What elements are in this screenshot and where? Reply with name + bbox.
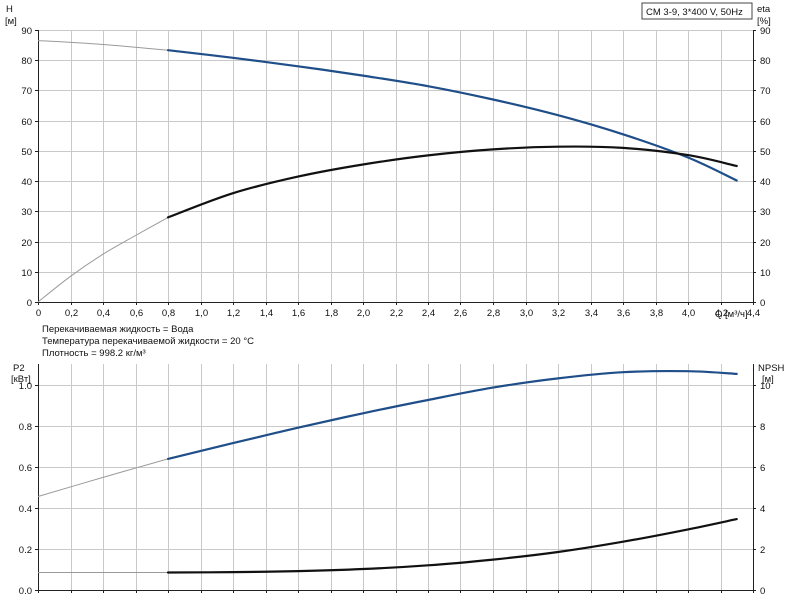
top-y-left-tick-label: 90 — [21, 26, 32, 37]
top-x-tick-label: 0,8 — [162, 308, 175, 319]
top-x-tick-label: 0,2 — [65, 308, 78, 319]
top-series-1-curve — [166, 145, 738, 219]
top-y-right-tick-label: 70 — [760, 86, 771, 97]
top-y-right-tick-label: 30 — [760, 207, 771, 218]
bottom-series-0-curve — [166, 369, 738, 460]
top-x-tick-label: 1,6 — [292, 308, 305, 319]
top-y-right-label: eta — [757, 4, 771, 15]
top-y-left-unit: [м] — [5, 16, 17, 27]
top-x-tick-label: 1,4 — [260, 308, 273, 319]
top-x-tick-label: 2,2 — [390, 308, 403, 319]
top-x-tick-label: 2,0 — [357, 308, 370, 319]
top-y-right-tick-label: 20 — [760, 238, 771, 249]
top-chart-tick-labels: 0 0,2 0,4 0,6 0,8 1,0 1,2 1,4 1,6 1,8 2,0 2,2 2,4 2,6… — [21, 26, 770, 319]
top-y-left-tick-label: 0 — [27, 298, 32, 309]
bottom-y-left-unit: [кВт] — [11, 374, 31, 385]
top-y-right-tick-label: 40 — [760, 177, 771, 188]
bottom-series-0-faded-curve — [37, 458, 169, 497]
top-y-left-tick-label: 70 — [21, 86, 32, 97]
top-x-axis-label: Q [м³/ч] — [715, 309, 748, 320]
top-x-tick-label: 3,4 — [585, 308, 598, 319]
condition-temperature: Температура перекачиваемой жидкости = 20… — [42, 336, 254, 347]
top-series-0-faded-curve — [37, 40, 169, 51]
top-x-tick-label: 0 — [36, 308, 41, 319]
top-y-left-tick-label: 80 — [21, 56, 32, 67]
top-x-tick-label: 2,6 — [454, 308, 467, 319]
top-series-0-curve — [166, 49, 738, 182]
top-x-tick-label: 3,2 — [552, 308, 565, 319]
top-series-1-faded-curve — [37, 216, 169, 303]
bottom-y-right-tick-label: 8 — [760, 422, 765, 433]
bottom-y-left-label: P2 — [13, 363, 25, 374]
top-y-left-tick-label: 50 — [21, 147, 32, 158]
top-y-right-tick-label: 60 — [760, 117, 771, 128]
bottom-y-right-label: NPSH — [758, 363, 785, 374]
bottom-y-right-unit: [м] — [762, 374, 774, 385]
top-chart-curves — [37, 40, 738, 303]
bottom-y-right-tick-label: 10 — [760, 381, 771, 392]
top-y-right-tick-label: 50 — [760, 147, 771, 158]
top-x-tick-label: 2,8 — [487, 308, 500, 319]
bottom-y-right-tick-label: 0 — [760, 586, 765, 597]
top-y-left-tick-label: 20 — [21, 238, 32, 249]
top-x-tick-label: 1,0 — [195, 308, 208, 319]
bottom-series-1-curve — [166, 518, 738, 574]
top-y-right-tick-label: 10 — [760, 268, 771, 279]
top-y-left-tick-label: 60 — [21, 117, 32, 128]
top-y-left-tick-label: 10 — [21, 268, 32, 279]
bottom-chart-grid — [35, 364, 756, 593]
bottom-y-left-tick-label: 0.0 — [19, 586, 32, 597]
top-y-right-tick-label: 0 — [760, 298, 765, 309]
top-chart-grid — [35, 30, 756, 305]
top-x-tick-label: 0,6 — [130, 308, 143, 319]
top-x-tick-label: 3,8 — [650, 308, 663, 319]
bottom-y-right-tick-label: 4 — [760, 504, 765, 515]
top-x-tick-label: 3,6 — [617, 308, 630, 319]
condition-fluid: Перекачиваемая жидкость = Вода — [42, 324, 194, 335]
bottom-y-left-tick-label: 0.2 — [19, 545, 32, 556]
top-x-tick-label: 3,0 — [520, 308, 533, 319]
top-x-tick-label: 4,2 — [715, 308, 728, 319]
bottom-y-left-tick-label: 0.6 — [19, 463, 32, 474]
top-y-left-tick-label: 40 — [21, 177, 32, 188]
top-x-tick-label: 2,4 — [422, 308, 435, 319]
top-x-tick-label: 0,4 — [97, 308, 110, 319]
top-y-left-tick-label: 30 — [21, 207, 32, 218]
model-label-box — [641, 2, 753, 20]
bottom-y-left-tick-label: 1.0 — [19, 381, 32, 392]
bottom-y-left-tick-label: 0.8 — [19, 422, 32, 433]
top-x-tick-label: 4,0 — [682, 308, 695, 319]
top-y-right-unit: [%] — [757, 16, 771, 27]
bottom-y-right-tick-label: 2 — [760, 545, 765, 556]
bottom-chart-curves — [37, 369, 738, 574]
top-x-tick-label: 1,8 — [325, 308, 338, 319]
top-x-tick-label: 1,2 — [227, 308, 240, 319]
top-y-right-tick-label: 80 — [760, 56, 771, 67]
condition-density: Плотность = 998.2 кг/м³ — [42, 348, 146, 359]
top-y-right-tick-label: 90 — [760, 26, 771, 37]
bottom-y-right-tick-label: 6 — [760, 463, 765, 474]
model-label: CM 3-9, 3*400 V, 50Hz — [646, 7, 743, 18]
top-y-left-label: H — [6, 4, 13, 15]
top-x-tick-label: 4,4 — [747, 308, 760, 319]
bottom-y-left-tick-label: 0.4 — [19, 504, 32, 515]
bottom-chart-tick-labels: 0.0 0.2 0.4 0.6 0.8 1.0 0 2 4 6 8 10 — [19, 381, 771, 597]
